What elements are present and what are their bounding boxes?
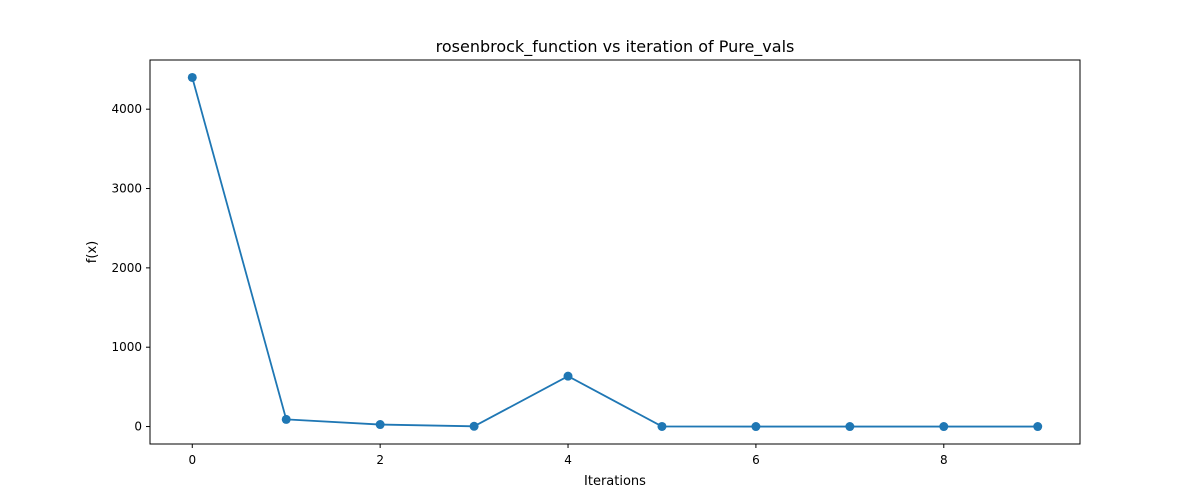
data-point [751, 422, 761, 432]
y-tick-label: 4000 [111, 102, 142, 116]
chart-title: rosenbrock_function vs iteration of Pure… [436, 37, 795, 57]
x-tick-label: 8 [940, 453, 948, 467]
x-axis-ticks: 0 2 4 6 8 [188, 444, 948, 467]
data-point [187, 72, 197, 82]
data-point [563, 371, 573, 381]
data-point [845, 422, 855, 432]
data-point [657, 421, 667, 431]
series-line [191, 77, 1038, 428]
y-tick-label: 2000 [111, 261, 142, 275]
y-tick-label: 1000 [111, 340, 142, 354]
x-tick-label: 6 [752, 453, 760, 467]
y-tick-label: 3000 [111, 182, 142, 196]
plot-area [150, 60, 1080, 444]
data-point [375, 420, 385, 430]
y-axis-label: f(x) [85, 241, 100, 263]
y-tick-label: 0 [134, 420, 142, 434]
plot-frame [149, 59, 1081, 445]
data-point [1033, 422, 1043, 432]
x-tick-label: 4 [564, 453, 572, 467]
data-point [281, 414, 291, 424]
data-point [939, 422, 949, 432]
x-tick-label: 2 [376, 453, 384, 467]
series-layer [187, 72, 1043, 432]
x-tick-label: 0 [188, 453, 196, 467]
x-axis-label: Iterations [584, 474, 646, 489]
y-axis-ticks: 0 1000 2000 3000 4000 [111, 102, 150, 434]
data-point [469, 421, 479, 431]
